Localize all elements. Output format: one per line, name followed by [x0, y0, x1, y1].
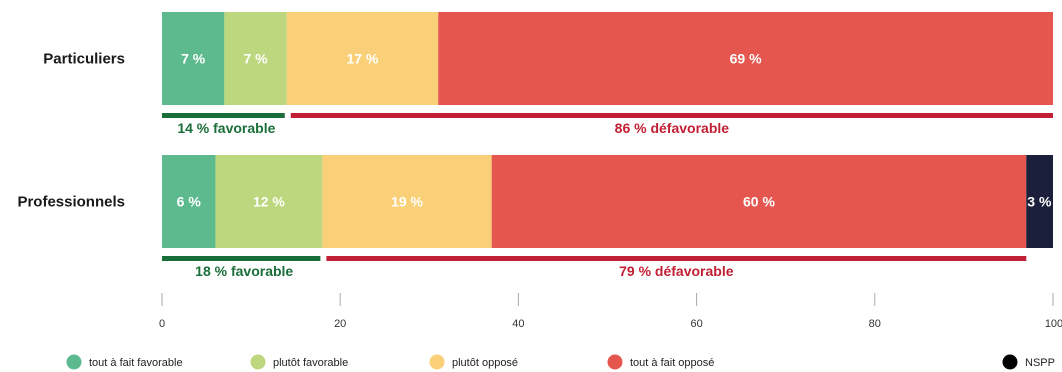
- bar-segment: [438, 12, 1054, 105]
- defavorable-bracket: [290, 113, 1053, 118]
- bar-segment: [491, 155, 1027, 248]
- x-tick-label: 80: [869, 318, 881, 330]
- x-tick-label: 100: [1045, 318, 1062, 330]
- x-tick-label: 40: [512, 318, 524, 330]
- defavorable-summary-label: 79 % défavorable: [619, 263, 734, 279]
- bar-segment-label: 60 %: [743, 194, 775, 210]
- legend-marker: [1002, 354, 1018, 370]
- favorable-bracket: [162, 256, 321, 261]
- x-tick-label: 20: [334, 318, 346, 330]
- bar-segment-label: 7 %: [243, 51, 268, 67]
- bar-segment-label: 12 %: [253, 194, 285, 210]
- defavorable-bracket: [326, 256, 1027, 261]
- legend-marker: [250, 354, 266, 370]
- legend-label: plutôt opposé: [452, 357, 518, 369]
- bar-segment: [215, 155, 323, 248]
- bar-segment-label: 6 %: [177, 194, 202, 210]
- favorable-bracket: [162, 113, 285, 118]
- x-tick-label: 0: [159, 318, 165, 330]
- legend-label: tout à fait favorable: [89, 357, 183, 369]
- x-tick-label: 60: [690, 318, 702, 330]
- bar-segment: [1026, 155, 1053, 248]
- legend-label: plutôt favorable: [273, 357, 348, 369]
- bar-segment: [286, 12, 439, 105]
- bar-segment: [162, 12, 225, 105]
- legend-label: tout à fait opposé: [630, 357, 714, 369]
- legend-label: NSPP: [1025, 357, 1055, 369]
- bar-segment-label: 17 %: [347, 51, 379, 67]
- legend-marker: [66, 354, 82, 370]
- bar-segment-label: 69 %: [730, 51, 762, 67]
- favorable-summary-label: 14 % favorable: [177, 120, 275, 136]
- bar-segment-label: 7 %: [181, 51, 206, 67]
- defavorable-summary-label: 86 % défavorable: [615, 120, 730, 136]
- bar-segment: [162, 155, 216, 248]
- bar-segment-label: 19 %: [391, 194, 423, 210]
- category-label: Professionnels: [17, 194, 125, 211]
- bar-segment: [322, 155, 492, 248]
- bar-segment-label: 3 %: [1027, 194, 1052, 210]
- legend-marker: [607, 354, 623, 370]
- legend-marker: [429, 354, 445, 370]
- category-label: Particuliers: [43, 51, 125, 68]
- bar-segment: [224, 12, 287, 105]
- favorable-summary-label: 18 % favorable: [195, 263, 293, 279]
